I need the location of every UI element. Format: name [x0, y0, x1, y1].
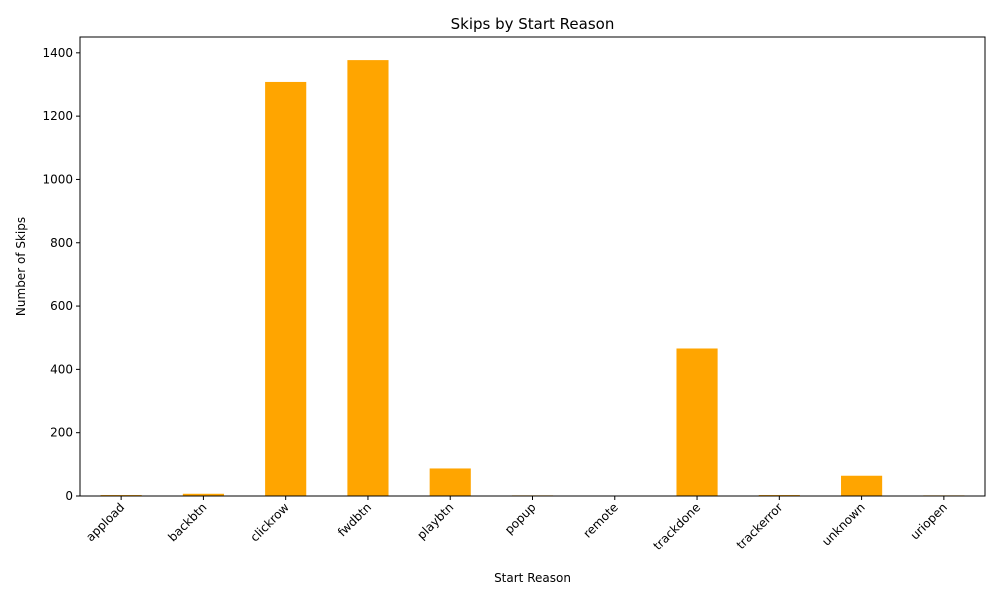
x-tick-label-fwdbtn: fwdbtn	[335, 500, 374, 539]
bar-clickrow	[265, 81, 307, 496]
y-tick-label-400: 400	[50, 362, 73, 376]
x-tick-label-remote: remote	[580, 500, 620, 540]
x-tick-label-playbtn: playbtn	[414, 500, 456, 542]
bar-backbtn	[182, 493, 224, 496]
y-tick-label-1400: 1400	[42, 46, 73, 60]
y-tick-label-1000: 1000	[42, 172, 73, 186]
y-axis: 0 200 400 600 800 1000 1200 1400	[42, 46, 80, 503]
y-tick-label-200: 200	[50, 426, 73, 440]
plot-area: appload backbtn clickrow fwdbtn playbtn popup…	[42, 36, 986, 553]
x-tick-label-unknown: unknown	[819, 500, 867, 548]
x-tick-label-clickrow: clickrow	[248, 500, 292, 544]
y-tick-label-1200: 1200	[42, 109, 73, 123]
x-tick-label-popup: popup	[502, 500, 539, 537]
y-axis-label: Number of Skips	[14, 217, 28, 316]
bar-trackdone	[676, 348, 718, 496]
x-tick-label-appload: appload	[83, 500, 127, 544]
x-tick-label-backbtn: backbtn	[165, 500, 209, 544]
x-axis: appload backbtn clickrow fwdbtn playbtn popup…	[83, 496, 950, 553]
y-tick-label-0: 0	[65, 489, 73, 503]
bar-playbtn	[429, 468, 471, 496]
bar-unknown	[841, 475, 883, 496]
y-tick-label-800: 800	[50, 236, 73, 250]
y-tick-label-600: 600	[50, 299, 73, 313]
x-tick-label-trackerror: trackerror	[734, 500, 786, 552]
x-axis-label: Start Reason	[494, 571, 571, 585]
bars-group	[100, 60, 965, 497]
chart-title: Skips by Start Reason	[451, 15, 615, 33]
x-tick-label-uriopen: uriopen	[908, 500, 950, 542]
x-tick-label-trackdone: trackdone	[650, 500, 703, 553]
bar-fwdbtn	[347, 60, 389, 497]
plot-frame	[79, 36, 986, 497]
